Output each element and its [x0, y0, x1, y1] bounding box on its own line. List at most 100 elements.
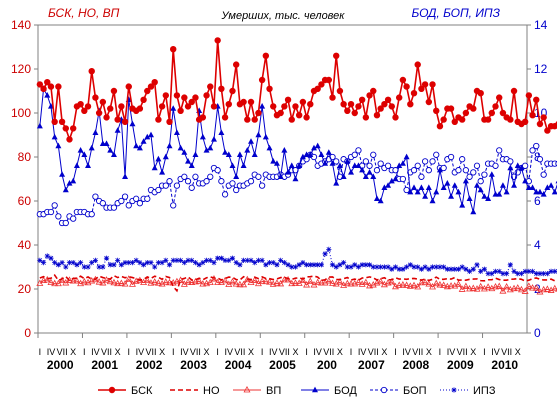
data-point — [147, 83, 155, 90]
series-3 — [36, 275, 557, 295]
data-point — [417, 278, 425, 286]
month-tick-label: IV — [491, 347, 500, 357]
data-point — [462, 177, 469, 184]
data-point — [51, 279, 59, 287]
data-point — [499, 182, 506, 188]
left-tick-label: 40 — [18, 238, 32, 252]
data-point — [151, 278, 159, 285]
year-label: 200 — [317, 358, 337, 372]
data-point — [162, 153, 169, 160]
data-point — [270, 158, 277, 164]
data-point — [218, 255, 224, 261]
data-point — [343, 279, 351, 287]
data-point — [336, 278, 344, 285]
data-point — [451, 182, 458, 188]
data-point — [247, 178, 255, 185]
data-point — [136, 200, 144, 207]
data-point — [255, 131, 262, 138]
data-point — [362, 278, 370, 286]
data-point — [514, 284, 522, 291]
data-point — [155, 186, 162, 194]
legend-label: ВП — [266, 385, 281, 397]
data-point — [133, 142, 140, 149]
data-point — [159, 260, 165, 266]
data-point — [144, 133, 151, 140]
data-point — [191, 277, 199, 285]
data-point — [459, 156, 466, 163]
data-point — [425, 167, 432, 174]
data-point — [544, 271, 550, 277]
data-point — [121, 193, 129, 200]
data-point — [540, 285, 548, 293]
data-point — [43, 275, 51, 283]
data-point — [548, 182, 555, 188]
data-point — [92, 257, 99, 263]
left-tick-label: 140 — [11, 18, 31, 32]
data-point — [80, 277, 88, 285]
data-point — [70, 215, 77, 222]
data-point — [55, 213, 62, 220]
data-point — [55, 142, 62, 149]
data-point — [418, 266, 425, 272]
data-point — [106, 277, 114, 285]
data-point — [455, 167, 462, 174]
data-point — [233, 260, 239, 266]
data-point — [307, 151, 314, 157]
legend-label: БОД — [334, 385, 357, 397]
data-point — [551, 284, 557, 292]
data-point — [252, 260, 258, 266]
data-point — [370, 87, 377, 95]
data-point — [36, 122, 43, 129]
data-point — [207, 257, 213, 263]
month-tick-label: I — [39, 347, 42, 357]
data-point — [173, 129, 180, 135]
data-point — [329, 279, 336, 286]
data-point — [492, 162, 499, 169]
data-point — [407, 100, 414, 108]
data-point — [510, 87, 518, 95]
data-point — [203, 257, 210, 263]
data-point — [184, 178, 192, 185]
data-point — [229, 162, 236, 168]
data-point — [418, 173, 425, 180]
data-point — [236, 280, 244, 288]
data-point — [425, 184, 432, 190]
data-point — [89, 260, 95, 266]
data-point — [344, 264, 350, 270]
data-point — [362, 158, 370, 165]
data-point — [410, 167, 418, 174]
data-point — [258, 76, 266, 84]
series-6 — [37, 246, 557, 277]
data-point — [529, 147, 536, 154]
data-point — [226, 257, 232, 263]
data-point — [370, 173, 377, 179]
data-point — [181, 149, 188, 155]
data-point — [462, 109, 470, 117]
data-point — [47, 278, 55, 286]
data-point — [185, 158, 192, 164]
data-point — [366, 169, 373, 175]
month-tick-label: I — [350, 347, 353, 357]
data-point — [285, 262, 291, 268]
data-point — [426, 266, 432, 272]
month-tick-label: IV — [358, 347, 367, 357]
month-tick-label: I — [172, 347, 175, 357]
data-point — [240, 280, 248, 288]
data-point — [355, 147, 362, 154]
data-point — [362, 173, 369, 179]
data-point — [203, 147, 210, 153]
data-point — [466, 268, 473, 274]
data-point — [540, 114, 547, 121]
data-point — [354, 278, 362, 285]
data-point — [74, 262, 80, 268]
data-point — [373, 111, 381, 119]
data-point — [173, 182, 181, 189]
data-point — [255, 173, 262, 180]
data-point — [411, 264, 417, 270]
data-point — [51, 133, 58, 140]
data-point — [181, 260, 187, 266]
data-point — [258, 182, 266, 189]
data-point — [333, 158, 340, 165]
data-point — [377, 277, 385, 285]
